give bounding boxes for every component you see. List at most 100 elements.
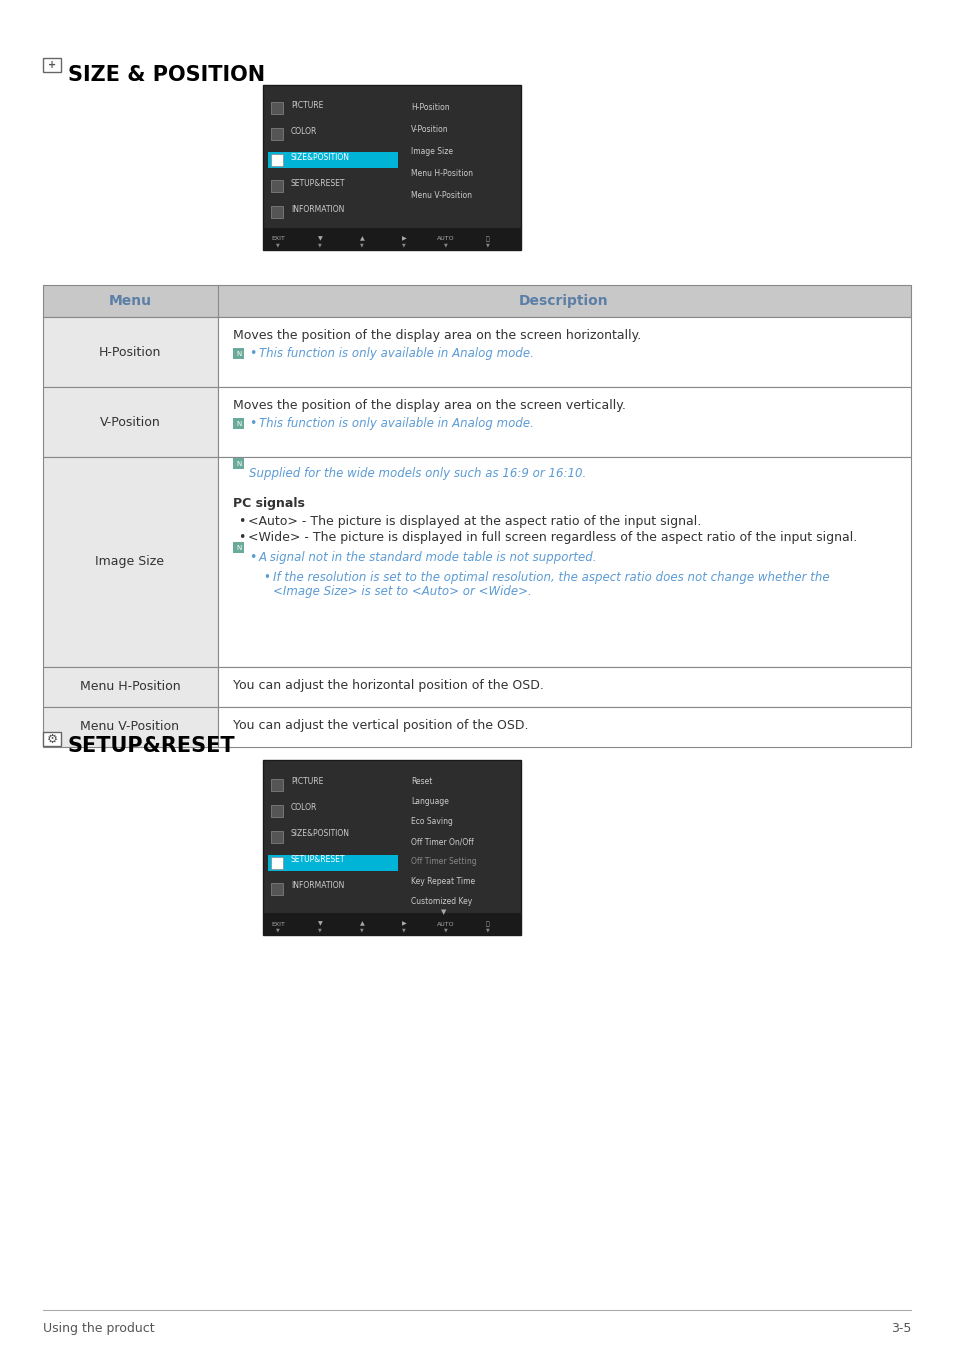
Text: ▼: ▼ (275, 243, 279, 247)
Text: ▼: ▼ (486, 927, 489, 933)
Bar (271, 180, 283, 192)
Text: Menu H-Position: Menu H-Position (411, 169, 473, 177)
Bar (268, 153, 397, 167)
Text: ⏻: ⏻ (486, 921, 489, 927)
Bar (271, 207, 283, 217)
Text: This function is only available in Analog mode.: This function is only available in Analo… (258, 417, 534, 431)
Text: ▼: ▼ (359, 927, 363, 933)
Text: Menu V-Position: Menu V-Position (80, 721, 179, 733)
Bar (218, 317, 910, 387)
Bar (263, 85, 520, 250)
Text: ▶: ▶ (401, 922, 406, 926)
Bar (268, 855, 397, 871)
Text: ▲: ▲ (359, 922, 364, 926)
Text: SETUP&RESET: SETUP&RESET (68, 736, 235, 756)
Bar (271, 128, 283, 140)
Bar (271, 805, 283, 817)
Text: •: • (237, 514, 245, 528)
Text: ⏻: ⏻ (486, 236, 489, 242)
Text: V-Position: V-Position (99, 416, 160, 428)
Bar (233, 348, 244, 359)
Text: ▼: ▼ (402, 927, 405, 933)
Text: ▼: ▼ (444, 243, 447, 247)
Bar (263, 760, 520, 936)
Bar (43, 732, 61, 747)
Text: ▼: ▼ (444, 927, 447, 933)
Text: A signal not in the standard mode table is not supported.: A signal not in the standard mode table … (258, 551, 597, 564)
Text: INFORMATION: INFORMATION (291, 882, 344, 891)
Bar (271, 857, 283, 869)
Text: ▼: ▼ (317, 243, 321, 247)
Text: H-Position: H-Position (411, 103, 449, 112)
Text: This function is only available in Analog mode.: This function is only available in Analo… (258, 347, 534, 360)
Text: Off Timer On/Off: Off Timer On/Off (411, 837, 474, 846)
Text: Eco Saving: Eco Saving (411, 818, 453, 826)
Text: <Wide> - The picture is displayed in full screen regardless of the aspect ratio : <Wide> - The picture is displayed in ful… (248, 531, 857, 544)
Text: Moves the position of the display area on the screen horizontally.: Moves the position of the display area o… (233, 329, 640, 342)
Bar (271, 779, 283, 791)
Text: AUTO: AUTO (436, 922, 455, 926)
Text: If the resolution is set to the optimal resolution, the aspect ratio does not ch: If the resolution is set to the optimal … (273, 571, 829, 585)
Text: ▼: ▼ (402, 243, 405, 247)
Text: ▼: ▼ (486, 243, 489, 247)
Bar (218, 387, 910, 458)
Bar (271, 154, 283, 166)
Bar (218, 667, 910, 707)
Text: Moves the position of the display area on the screen vertically.: Moves the position of the display area o… (233, 400, 625, 412)
Text: ▼: ▼ (440, 909, 446, 915)
Text: COLOR: COLOR (291, 127, 317, 135)
Text: SIZE & POSITION: SIZE & POSITION (68, 65, 265, 85)
Text: Description: Description (518, 294, 608, 308)
Text: N: N (235, 351, 241, 356)
Text: ▼: ▼ (359, 243, 363, 247)
Text: N: N (235, 420, 241, 427)
Text: Image Size: Image Size (411, 147, 453, 155)
Text: Image Size: Image Size (95, 555, 164, 568)
Text: •: • (249, 417, 256, 431)
Bar (43, 58, 61, 72)
Text: <Image Size> is set to <Auto> or <Wide>.: <Image Size> is set to <Auto> or <Wide>. (273, 585, 531, 598)
Text: <Auto> - The picture is displayed at the aspect ratio of the input signal.: <Auto> - The picture is displayed at the… (248, 514, 700, 528)
Bar (233, 418, 244, 429)
Text: ⚙: ⚙ (47, 733, 57, 745)
Text: EXIT: EXIT (271, 922, 285, 926)
Text: Supplied for the wide models only such as 16:9 or 16:10.: Supplied for the wide models only such a… (249, 467, 586, 481)
Text: Using the product: Using the product (43, 1322, 154, 1335)
Bar (43, 285, 910, 317)
Text: ▶: ▶ (401, 236, 406, 242)
Text: •: • (249, 347, 256, 360)
Bar (43, 458, 218, 667)
Text: AUTO: AUTO (436, 236, 455, 242)
Text: •: • (249, 551, 256, 564)
Text: ▼: ▼ (317, 236, 322, 242)
Text: V-Position: V-Position (411, 124, 448, 134)
Text: Reset: Reset (411, 778, 432, 787)
Text: PICTURE: PICTURE (291, 778, 323, 787)
Bar (43, 707, 218, 747)
Bar (233, 458, 244, 468)
Text: Menu V-Position: Menu V-Position (411, 190, 472, 200)
Text: ▼: ▼ (317, 922, 322, 926)
Text: Language: Language (411, 798, 449, 806)
Text: SETUP&RESET: SETUP&RESET (291, 856, 345, 864)
Bar (43, 667, 218, 707)
Text: Key Repeat Time: Key Repeat Time (411, 878, 475, 887)
Text: Menu H-Position: Menu H-Position (80, 680, 180, 694)
Text: INFORMATION: INFORMATION (291, 204, 344, 213)
Bar (233, 541, 244, 554)
Bar (218, 707, 910, 747)
Text: SIZE&POSITION: SIZE&POSITION (291, 153, 350, 162)
Text: ▲: ▲ (359, 236, 364, 242)
Text: •: • (237, 531, 245, 544)
Bar (263, 913, 520, 936)
Bar (271, 832, 283, 842)
Bar (218, 458, 910, 667)
Text: EXIT: EXIT (271, 236, 285, 242)
Text: +: + (48, 59, 56, 70)
Text: 3-5: 3-5 (890, 1322, 910, 1335)
Text: ▼: ▼ (275, 927, 279, 933)
Bar (43, 387, 218, 458)
Text: SIZE&POSITION: SIZE&POSITION (291, 829, 350, 838)
Text: Off Timer Setting: Off Timer Setting (411, 857, 476, 867)
Text: N: N (235, 544, 241, 551)
